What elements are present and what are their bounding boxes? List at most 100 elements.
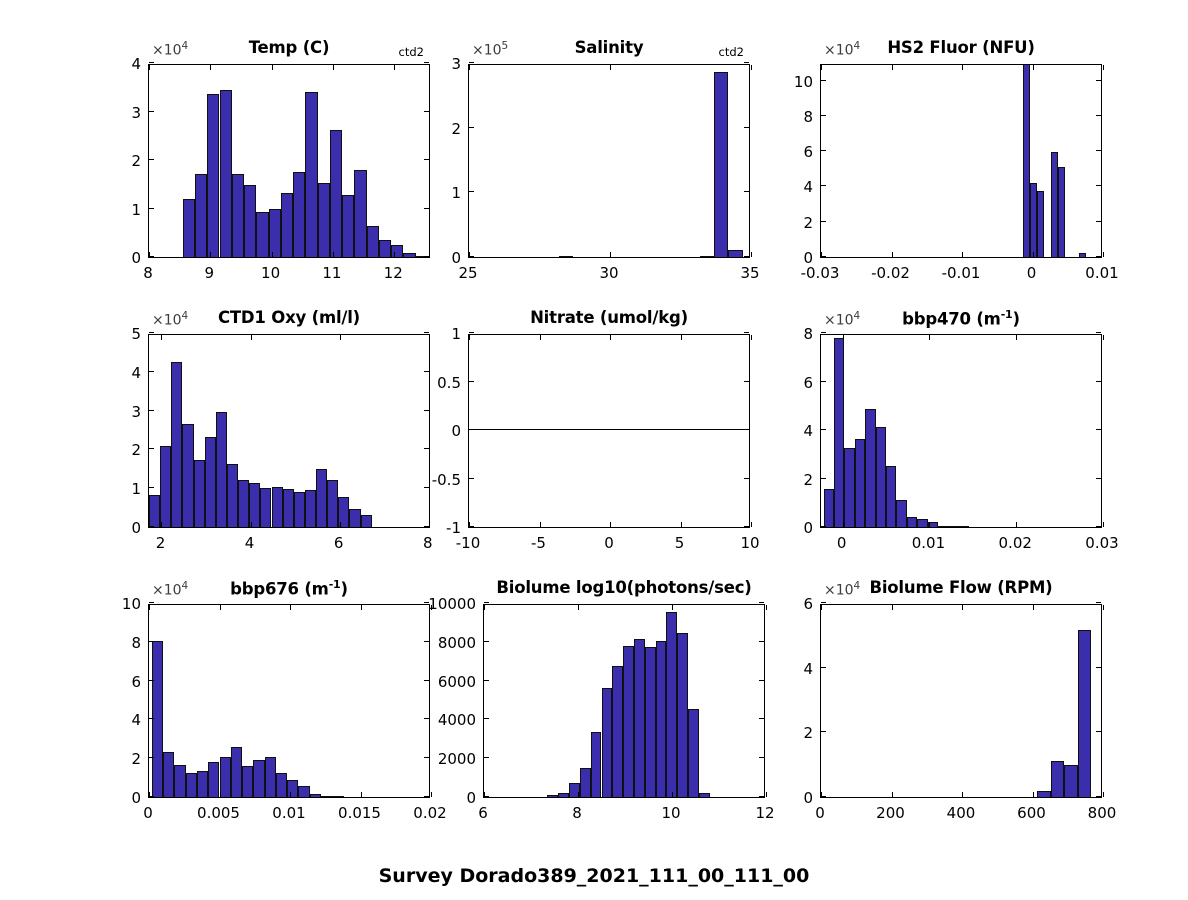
histogram-bar <box>231 174 244 257</box>
x-tick-label: -0.01 <box>941 264 981 282</box>
y-tick-mark <box>149 110 154 112</box>
y-tick-mark <box>469 332 474 333</box>
plot-area-bbp676 <box>149 605 429 797</box>
histogram-bar <box>865 408 876 527</box>
y-axis-exponent-temp: ×104 <box>152 40 188 59</box>
x-tick-label: 6 <box>478 804 488 822</box>
x-tick-label: 0.01 <box>911 534 946 552</box>
plot-area-hs2_fluor <box>821 65 1101 257</box>
x-tick-mark-top <box>431 605 432 610</box>
x-tick-label: 35 <box>740 264 760 282</box>
axes-nitrate <box>468 332 752 528</box>
y-tick-mark-right <box>424 332 429 333</box>
x-tick-mark <box>484 792 485 797</box>
histogram-panel-bbp676: bbp676 (m-1) ×104 0 0.005 0.01 0.015 0.02 0 2 4 6 8… <box>122 578 447 822</box>
histogram-bar <box>823 489 834 527</box>
y-tick-mark-right <box>424 526 429 527</box>
x-tick-mark <box>431 792 432 797</box>
histogram-bar <box>655 640 667 797</box>
histogram-bar <box>677 632 688 797</box>
x-tick-mark-top <box>149 605 150 610</box>
histogram-bar <box>230 746 243 797</box>
y-tick-label: 2 <box>803 213 813 232</box>
y-axis-exponent-power: 5 <box>501 40 509 52</box>
y-tick-mark <box>484 640 489 642</box>
histogram-bar <box>917 519 928 527</box>
y-tick-label: 8000 <box>437 633 476 652</box>
figure-caption: Survey Dorado389_2021_111_00_111_00 <box>378 865 810 887</box>
y-axis-exponent-hs2_fluor: ×104 <box>824 40 860 59</box>
x-tick-mark <box>469 252 470 257</box>
x-tick-label: 0.02 <box>413 804 447 822</box>
histogram-bar <box>275 773 288 797</box>
histogram-bar <box>244 185 257 257</box>
x-tick-label: 600 <box>1017 804 1046 822</box>
y-tick-label: 0.5 <box>437 373 461 392</box>
x-tick-mark-top <box>751 65 752 70</box>
x-tick-mark <box>428 522 430 527</box>
y-tick-label: 6 <box>803 595 813 613</box>
x-tick-mark <box>539 522 541 527</box>
y-tick-mark <box>149 757 154 759</box>
x-tick-mark <box>766 792 767 797</box>
x-tick-mark-top <box>1032 605 1034 610</box>
y-tick-mark <box>149 640 154 642</box>
x-tick-mark-top <box>428 335 430 340</box>
histogram-bar <box>569 782 580 797</box>
x-tick-mark-top <box>484 605 485 610</box>
x-tick-mark <box>842 522 844 527</box>
y-tick-mark <box>469 429 474 430</box>
y-tick-mark <box>821 477 826 479</box>
histogram-bar <box>194 174 208 257</box>
y-tick-mark <box>469 380 474 382</box>
y-axis-exponent-power: 4 <box>853 310 861 322</box>
histogram-bar <box>171 361 183 527</box>
histogram-bar <box>1050 152 1058 257</box>
histogram-bar <box>590 732 602 797</box>
histogram-bar <box>354 170 367 257</box>
histogram-bar <box>558 792 570 797</box>
x-tick-mark-top <box>469 335 470 340</box>
x-tick-mark <box>332 252 334 257</box>
plot-area-temp <box>149 65 429 257</box>
histogram-bar <box>612 666 624 797</box>
x-tick-mark <box>891 792 893 797</box>
histogram-bar <box>256 212 269 257</box>
y-tick-mark-right <box>1096 731 1101 733</box>
histogram-bar <box>844 448 855 527</box>
x-tick-mark-top <box>149 65 150 70</box>
histogram-bar <box>185 773 197 797</box>
x-tick-mark-top <box>332 65 334 70</box>
y-tick-mark-right <box>1096 666 1101 668</box>
panel-title-biolume_flow: Biolume Flow (RPM) <box>869 578 1053 597</box>
x-tick-label: 2 <box>155 534 166 552</box>
corner-label-temp: ctd2 <box>398 45 424 59</box>
y-tick-label: 4 <box>131 711 141 730</box>
plot-area-salinity <box>469 65 749 257</box>
y-tick-mark-right <box>1096 526 1101 527</box>
y-tick-mark-right <box>424 718 429 720</box>
plot-area-bbp470 <box>821 335 1101 527</box>
y-tick-mark-right <box>424 256 429 257</box>
axes-bbp676 <box>148 602 432 798</box>
x-tick-mark-top <box>360 605 362 610</box>
y-tick-mark-right <box>1096 220 1101 222</box>
y-tick-mark-right <box>759 796 764 797</box>
y-tick-mark <box>149 409 154 411</box>
y-tick-mark-right <box>759 679 764 681</box>
histogram-bar <box>698 793 710 797</box>
y-tick-label: 1 <box>451 184 461 203</box>
panel-title-base: bbp470 (m <box>902 309 1001 329</box>
histogram-bar <box>633 639 645 797</box>
y-tick-label: 1 <box>451 325 461 343</box>
x-tick-mark-top <box>210 65 212 70</box>
y-tick-label: 4 <box>131 363 141 382</box>
axes-hs2_fluor <box>820 64 1104 258</box>
x-tick-mark <box>219 792 221 797</box>
y-tick-mark <box>821 79 826 81</box>
plot-area-ctd1_oxy <box>149 335 429 527</box>
histogram-bar <box>1036 191 1044 257</box>
histogram-bar <box>927 521 939 527</box>
histogram-bar <box>268 208 281 257</box>
histogram-bar <box>280 192 294 257</box>
